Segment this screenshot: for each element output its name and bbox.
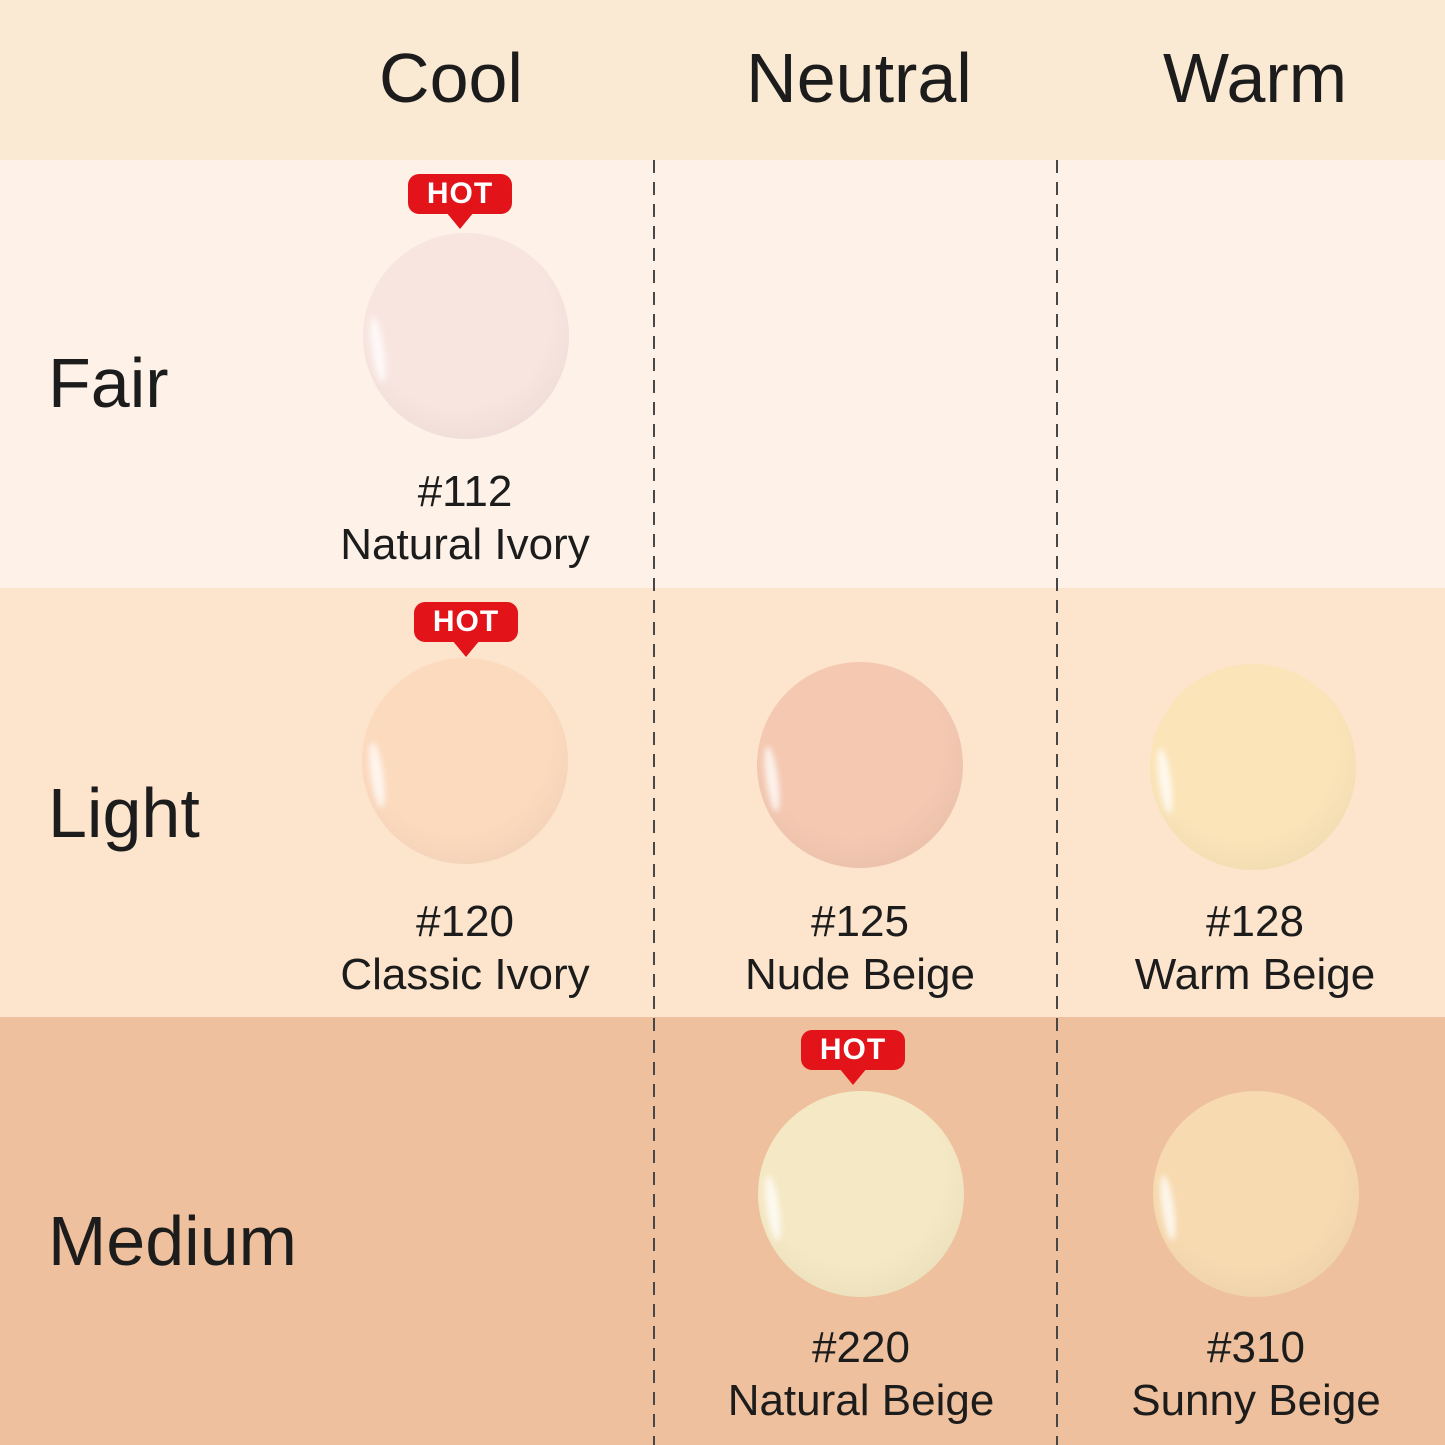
row-label-light: Light <box>48 774 200 852</box>
row-label-medium: Medium <box>48 1202 297 1280</box>
shade-label-125: #125 Nude Beige <box>660 896 1060 1002</box>
shade-label-128: #128 Warm Beige <box>1055 896 1445 1002</box>
shade-swatch-220 <box>758 1091 964 1297</box>
hot-badge: HOT <box>414 602 518 657</box>
hot-badge-label: HOT <box>432 605 500 638</box>
header-band <box>0 0 1445 160</box>
shade-code: #310 <box>1207 1323 1305 1372</box>
shade-label-220: #220 Natural Beige <box>661 1322 1061 1428</box>
shade-name: Nude Beige <box>745 949 975 999</box>
hot-badge: HOT <box>408 174 512 229</box>
shade-label-112: #112 Natural Ivory <box>265 466 665 572</box>
shade-swatch-310 <box>1153 1091 1359 1297</box>
row-label-fair: Fair <box>48 344 169 422</box>
shade-name: Natural Beige <box>727 1375 995 1425</box>
hot-badge-label: HOT <box>819 1033 887 1066</box>
column-divider-cool-neutral <box>653 160 655 1445</box>
column-header-neutral: Neutral <box>746 39 972 117</box>
shade-code: #220 <box>812 1323 910 1372</box>
column-divider-neutral-warm <box>1056 160 1058 1445</box>
hot-badge: HOT <box>801 1030 905 1085</box>
shade-name: Natural Ivory <box>340 519 590 569</box>
hot-badge-label: HOT <box>426 177 494 210</box>
shade-name: Sunny Beige <box>1131 1375 1381 1425</box>
shade-name: Warm Beige <box>1134 949 1376 999</box>
shade-label-310: #310 Sunny Beige <box>1056 1322 1445 1428</box>
shade-name: Classic Ivory <box>340 949 590 999</box>
fair-row-band <box>0 160 1445 588</box>
shade-code: #128 <box>1206 897 1304 946</box>
column-header-warm: Warm <box>1162 39 1348 117</box>
shade-code: #120 <box>416 897 514 946</box>
shade-code: #125 <box>811 897 909 946</box>
shade-swatch-120 <box>362 658 568 864</box>
shade-swatch-125 <box>757 662 963 868</box>
column-header-cool: Cool <box>379 39 523 117</box>
shade-label-120: #120 Classic Ivory <box>265 896 665 1002</box>
shade-swatch-112 <box>363 233 569 439</box>
shade-swatch-128 <box>1150 664 1356 870</box>
shade-code: #112 <box>417 467 513 516</box>
